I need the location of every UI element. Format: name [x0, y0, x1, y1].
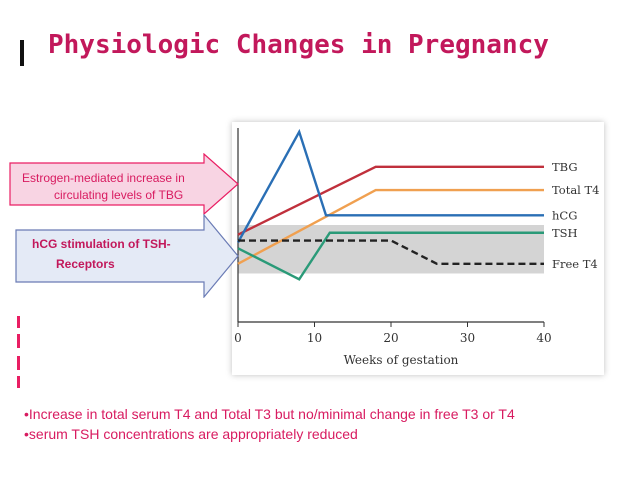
series-hcg [236, 128, 544, 244]
left-decor-pink-1 [17, 316, 20, 328]
callout-estrogen-arrow [9, 152, 239, 216]
left-decor-pink-4 [17, 376, 20, 388]
callout-hcg-line2: Receptors [56, 257, 115, 271]
series-label: TSH [552, 226, 578, 240]
callout-hcg: hCG stimulation of TSH- Receptors [14, 213, 240, 299]
series-tsh [237, 231, 544, 281]
callout-hcg-line1: hCG stimulation of TSH- [32, 237, 171, 251]
x-tick-label: 20 [383, 331, 398, 345]
series-label: hCG [552, 208, 577, 222]
series-tbg [237, 165, 544, 236]
series-label: Total T4 [552, 183, 600, 197]
series-label: TBG [552, 160, 578, 174]
callout-estrogen-line2: circulating levels of TBG [54, 188, 184, 202]
series-total-t4 [237, 188, 544, 265]
x-tick-label: 0 [234, 331, 242, 345]
slide-title: Physiologic Changes in Pregnancy [48, 30, 549, 60]
left-decor-pink-2 [17, 334, 20, 348]
left-decor-pink-3 [17, 356, 20, 370]
x-tick-label: 30 [460, 331, 475, 345]
callout-hcg-arrow [15, 213, 239, 299]
bullet-item: •Increase in total serum T4 and Total T3… [24, 406, 515, 422]
bullet-list: •Increase in total serum T4 and Total T3… [24, 404, 624, 444]
chart: 0 10 20 30 40 Weeks of gestation TBG Total T4 h… [232, 122, 604, 375]
series-free-t4 [238, 239, 544, 266]
series-label: Free T4 [552, 257, 598, 271]
callout-estrogen: Estrogen-mediated increase in circulatin… [8, 152, 240, 216]
chart-svg: 0 10 20 30 40 Weeks of gestation TBG Total T4 h… [234, 128, 600, 367]
callout-estrogen-line1: Estrogen-mediated increase in [22, 171, 185, 185]
x-tick-label: 10 [307, 331, 322, 345]
left-decor-bar [20, 40, 24, 66]
x-tick-label: 40 [536, 331, 551, 345]
bullet-item: •serum TSH concentrations are appropriat… [24, 426, 358, 442]
x-axis-label: Weeks of gestation [344, 353, 459, 367]
